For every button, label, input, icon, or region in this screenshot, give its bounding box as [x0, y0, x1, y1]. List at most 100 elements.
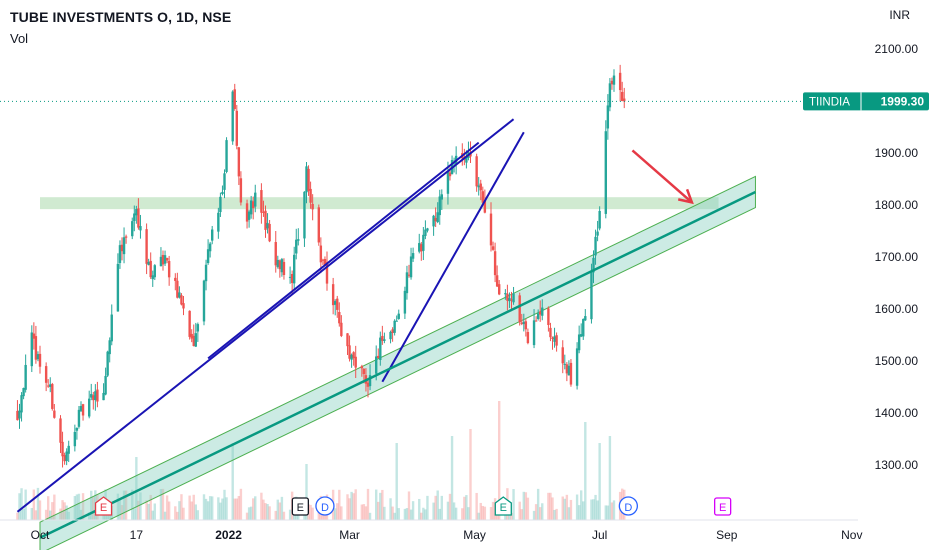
- volume-bar: [32, 489, 36, 520]
- volume-bar: [465, 495, 468, 520]
- candle-body: [145, 229, 148, 264]
- candle-body: [188, 310, 191, 337]
- y-tick-label: 1400.00: [875, 406, 919, 420]
- candle-body: [479, 183, 482, 191]
- volume-bar: [65, 505, 68, 520]
- candle-body: [63, 455, 66, 462]
- candle-body: [331, 284, 335, 306]
- candle-body: [522, 321, 525, 325]
- volume-bar: [381, 489, 384, 520]
- candle-body: [94, 391, 97, 401]
- volume-bar: [350, 491, 353, 520]
- volume-bar: [526, 497, 530, 520]
- earnings-icon: [714, 497, 732, 516]
- candle-body: [196, 324, 200, 332]
- volume-bar: [364, 506, 368, 520]
- candle-body: [352, 352, 355, 359]
- candle-body: [582, 319, 585, 337]
- candle-body: [208, 243, 212, 252]
- candle-body: [133, 213, 136, 222]
- y-tick-label: 2100.00: [875, 42, 919, 56]
- candle-body: [563, 363, 566, 365]
- volume-bar: [190, 501, 193, 520]
- volume-bar: [393, 512, 396, 520]
- volume-indicator-label[interactable]: Vol: [10, 31, 29, 46]
- volume-bar: [120, 505, 124, 520]
- volume-bar: [352, 493, 355, 520]
- candle-body: [217, 212, 220, 232]
- candle-body: [411, 253, 415, 259]
- volume-bar: [217, 497, 220, 520]
- candle-body: [135, 209, 138, 216]
- x-tick-label: Nov: [841, 528, 862, 542]
- volume-bar: [448, 493, 452, 520]
- candle-body: [580, 334, 583, 337]
- volume-bar: [577, 505, 581, 520]
- candle-body: [108, 340, 111, 355]
- candle-body: [276, 259, 279, 267]
- volume-bar: [196, 510, 200, 520]
- candle-body: [249, 200, 253, 215]
- volume-bar: [274, 510, 277, 520]
- volume-bar: [137, 500, 140, 520]
- candle-body: [122, 237, 126, 255]
- dividend-marker: D: [315, 496, 335, 516]
- candle-body: [36, 354, 40, 360]
- volume-bar: [63, 502, 66, 520]
- candle-body: [293, 254, 296, 284]
- candle-body: [288, 276, 292, 278]
- volume-bar: [260, 492, 263, 520]
- symbol-title[interactable]: TUBE INVESTMENTS O, 1D, NSE: [10, 9, 232, 25]
- volume-bar: [36, 487, 40, 520]
- volume-bar: [434, 495, 437, 520]
- volume-bar: [377, 501, 380, 520]
- candle-body: [67, 445, 70, 454]
- candle-body: [565, 364, 569, 374]
- candle-body: [604, 131, 607, 214]
- candle-body: [618, 72, 622, 91]
- candle-body: [190, 333, 193, 339]
- candle-body: [534, 320, 538, 322]
- candle-body: [567, 365, 571, 376]
- y-tick-label: 1900.00: [875, 146, 919, 160]
- volume-bar: [276, 499, 279, 520]
- candle-body: [266, 222, 269, 229]
- candle-body: [139, 226, 142, 231]
- candle-body: [549, 327, 552, 338]
- candle-body: [409, 256, 413, 278]
- candle-body: [481, 191, 484, 203]
- candle-body: [124, 236, 128, 238]
- volume-bar: [159, 489, 163, 520]
- volume-bar: [88, 512, 91, 520]
- candle-body: [610, 80, 614, 85]
- candle-body: [432, 215, 435, 227]
- volume-bar: [192, 494, 195, 520]
- candle-body: [88, 398, 91, 417]
- candle-body: [167, 261, 171, 278]
- volume-bar: [176, 511, 179, 520]
- volume-bar: [77, 493, 81, 520]
- volume-bar: [67, 511, 70, 520]
- volume-bar: [360, 504, 364, 520]
- candle-body: [592, 257, 595, 273]
- volume-bar: [334, 508, 337, 520]
- currency-label: INR: [889, 8, 910, 22]
- candle-body: [211, 229, 214, 241]
- candle-body: [508, 298, 511, 302]
- candle-body: [393, 320, 396, 333]
- candle-body: [295, 239, 298, 254]
- volume-bar: [498, 401, 501, 520]
- x-tick-label: Oct: [31, 528, 50, 542]
- volume-bar: [182, 507, 185, 520]
- candle-body: [278, 260, 282, 270]
- candle-body: [118, 245, 122, 263]
- volume-bar: [354, 489, 357, 520]
- candle-body: [225, 140, 228, 172]
- candle-body: [436, 212, 439, 223]
- candle-body: [274, 242, 277, 266]
- volume-bar: [483, 506, 487, 520]
- volume-bar: [461, 508, 464, 520]
- candle-body: [448, 172, 452, 177]
